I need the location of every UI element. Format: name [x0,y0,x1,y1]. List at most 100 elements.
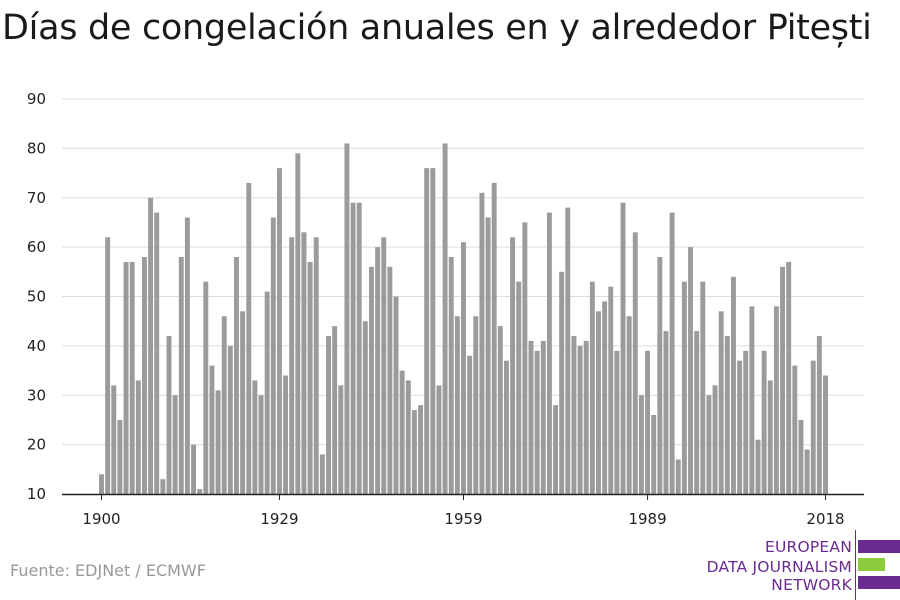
bar-1921 [227,345,233,494]
y-tick-label: 90 [27,90,46,108]
bar-1959 [461,242,466,494]
bar-2006 [749,306,755,494]
bar-1975 [559,271,565,494]
x-tick-label: 2018 [806,510,844,528]
logo-divider [855,530,856,600]
bar-1920 [221,316,227,494]
bar-1952 [418,405,424,494]
logo-bar-purple-top [858,540,900,553]
bar-1904 [123,261,129,494]
bar-1963 [485,217,491,494]
bar-1943 [362,321,368,494]
bar-1915 [191,444,197,494]
bar-2003 [730,276,736,494]
bar-1912 [172,395,178,494]
bar-1989 [645,350,651,494]
bar-1994 [675,459,681,494]
bar-1918 [209,365,215,494]
bar-1945 [375,247,381,494]
bar-1982 [602,301,608,494]
bar-1932 [295,153,301,494]
bar-1914 [184,217,190,494]
bar-1917 [203,281,209,494]
bar-2000 [712,385,718,494]
bar-1938 [332,326,338,494]
source-note: Fuente: EDJNet / ECMWF [10,561,206,580]
bar-1980 [589,281,595,494]
bar-1972 [540,340,546,494]
bar-1907 [141,257,147,494]
bar-1996 [688,247,693,494]
bar-1953 [424,168,430,494]
x-tick-label: 1900 [82,510,120,528]
y-tick-label: 70 [27,189,46,207]
bar-1971 [534,350,540,494]
bars [99,143,828,494]
bar-1941 [350,202,356,494]
bar-1934 [307,261,313,494]
bar-1928 [270,217,276,494]
bar-1956 [442,143,448,494]
bar-1911 [166,336,172,494]
x-tick-label: 1959 [444,510,482,528]
bar-1961 [473,316,479,494]
bar-1948 [393,296,399,494]
bar-1974 [553,405,559,494]
bar-2004 [737,360,743,494]
bar-2014 [798,419,804,494]
bar-1926 [258,395,264,494]
bar-1922 [234,257,239,494]
bar-1905 [129,261,135,494]
bar-1908 [148,197,154,494]
bar-1988 [638,395,644,494]
bar-1978 [577,345,583,494]
bar-1968 [516,281,522,494]
bar-1910 [160,479,166,494]
bar-1999 [706,395,712,494]
bar-1966 [503,360,509,494]
bar-2016 [810,360,816,494]
bar-1976 [565,207,571,494]
bar-1927 [264,291,270,494]
y-tick-label: 60 [27,238,46,256]
bar-2002 [724,336,730,494]
bar-1916 [197,489,203,494]
bar-1900 [99,474,104,494]
y-tick-label: 30 [27,386,46,404]
bar-1970 [528,340,534,494]
logo-line-1: EUROPEAN [764,538,852,556]
bar-1944 [368,266,374,494]
logo-bar-green [858,558,885,571]
x-tick-label: 1929 [260,510,298,528]
bar-2005 [743,350,749,494]
bar-1930 [283,375,289,494]
bar-1950 [405,380,411,494]
bar-1958 [454,316,460,494]
bar-1957 [448,257,454,494]
bar-2018 [823,375,828,494]
bar-1931 [289,237,295,494]
bar-1902 [111,385,117,494]
bar-1977 [571,336,577,494]
edjnet-logo[interactable]: EUROPEAN DATA JOURNALISM NETWORK [700,530,900,600]
y-tick-label: 40 [27,337,46,355]
bar-2008 [761,350,767,494]
x-axis: 1900 1929 1959 1989 2018 [62,493,864,528]
bar-1903 [117,419,123,494]
bar-1942 [356,202,362,494]
bar-2007 [755,439,761,494]
bar-1992 [663,331,669,494]
bar-1924 [246,182,252,494]
bar-2013 [792,365,798,494]
bar-1929 [276,168,282,494]
bar-1901 [105,237,111,494]
bar-1923 [240,311,246,494]
bar-2017 [816,336,822,494]
bar-1987 [632,232,638,494]
bar-1993 [669,212,675,494]
y-tick-label: 20 [27,436,46,454]
bar-1962 [479,192,485,494]
bar-1965 [497,326,503,494]
x-tick-label: 1989 [628,510,666,528]
